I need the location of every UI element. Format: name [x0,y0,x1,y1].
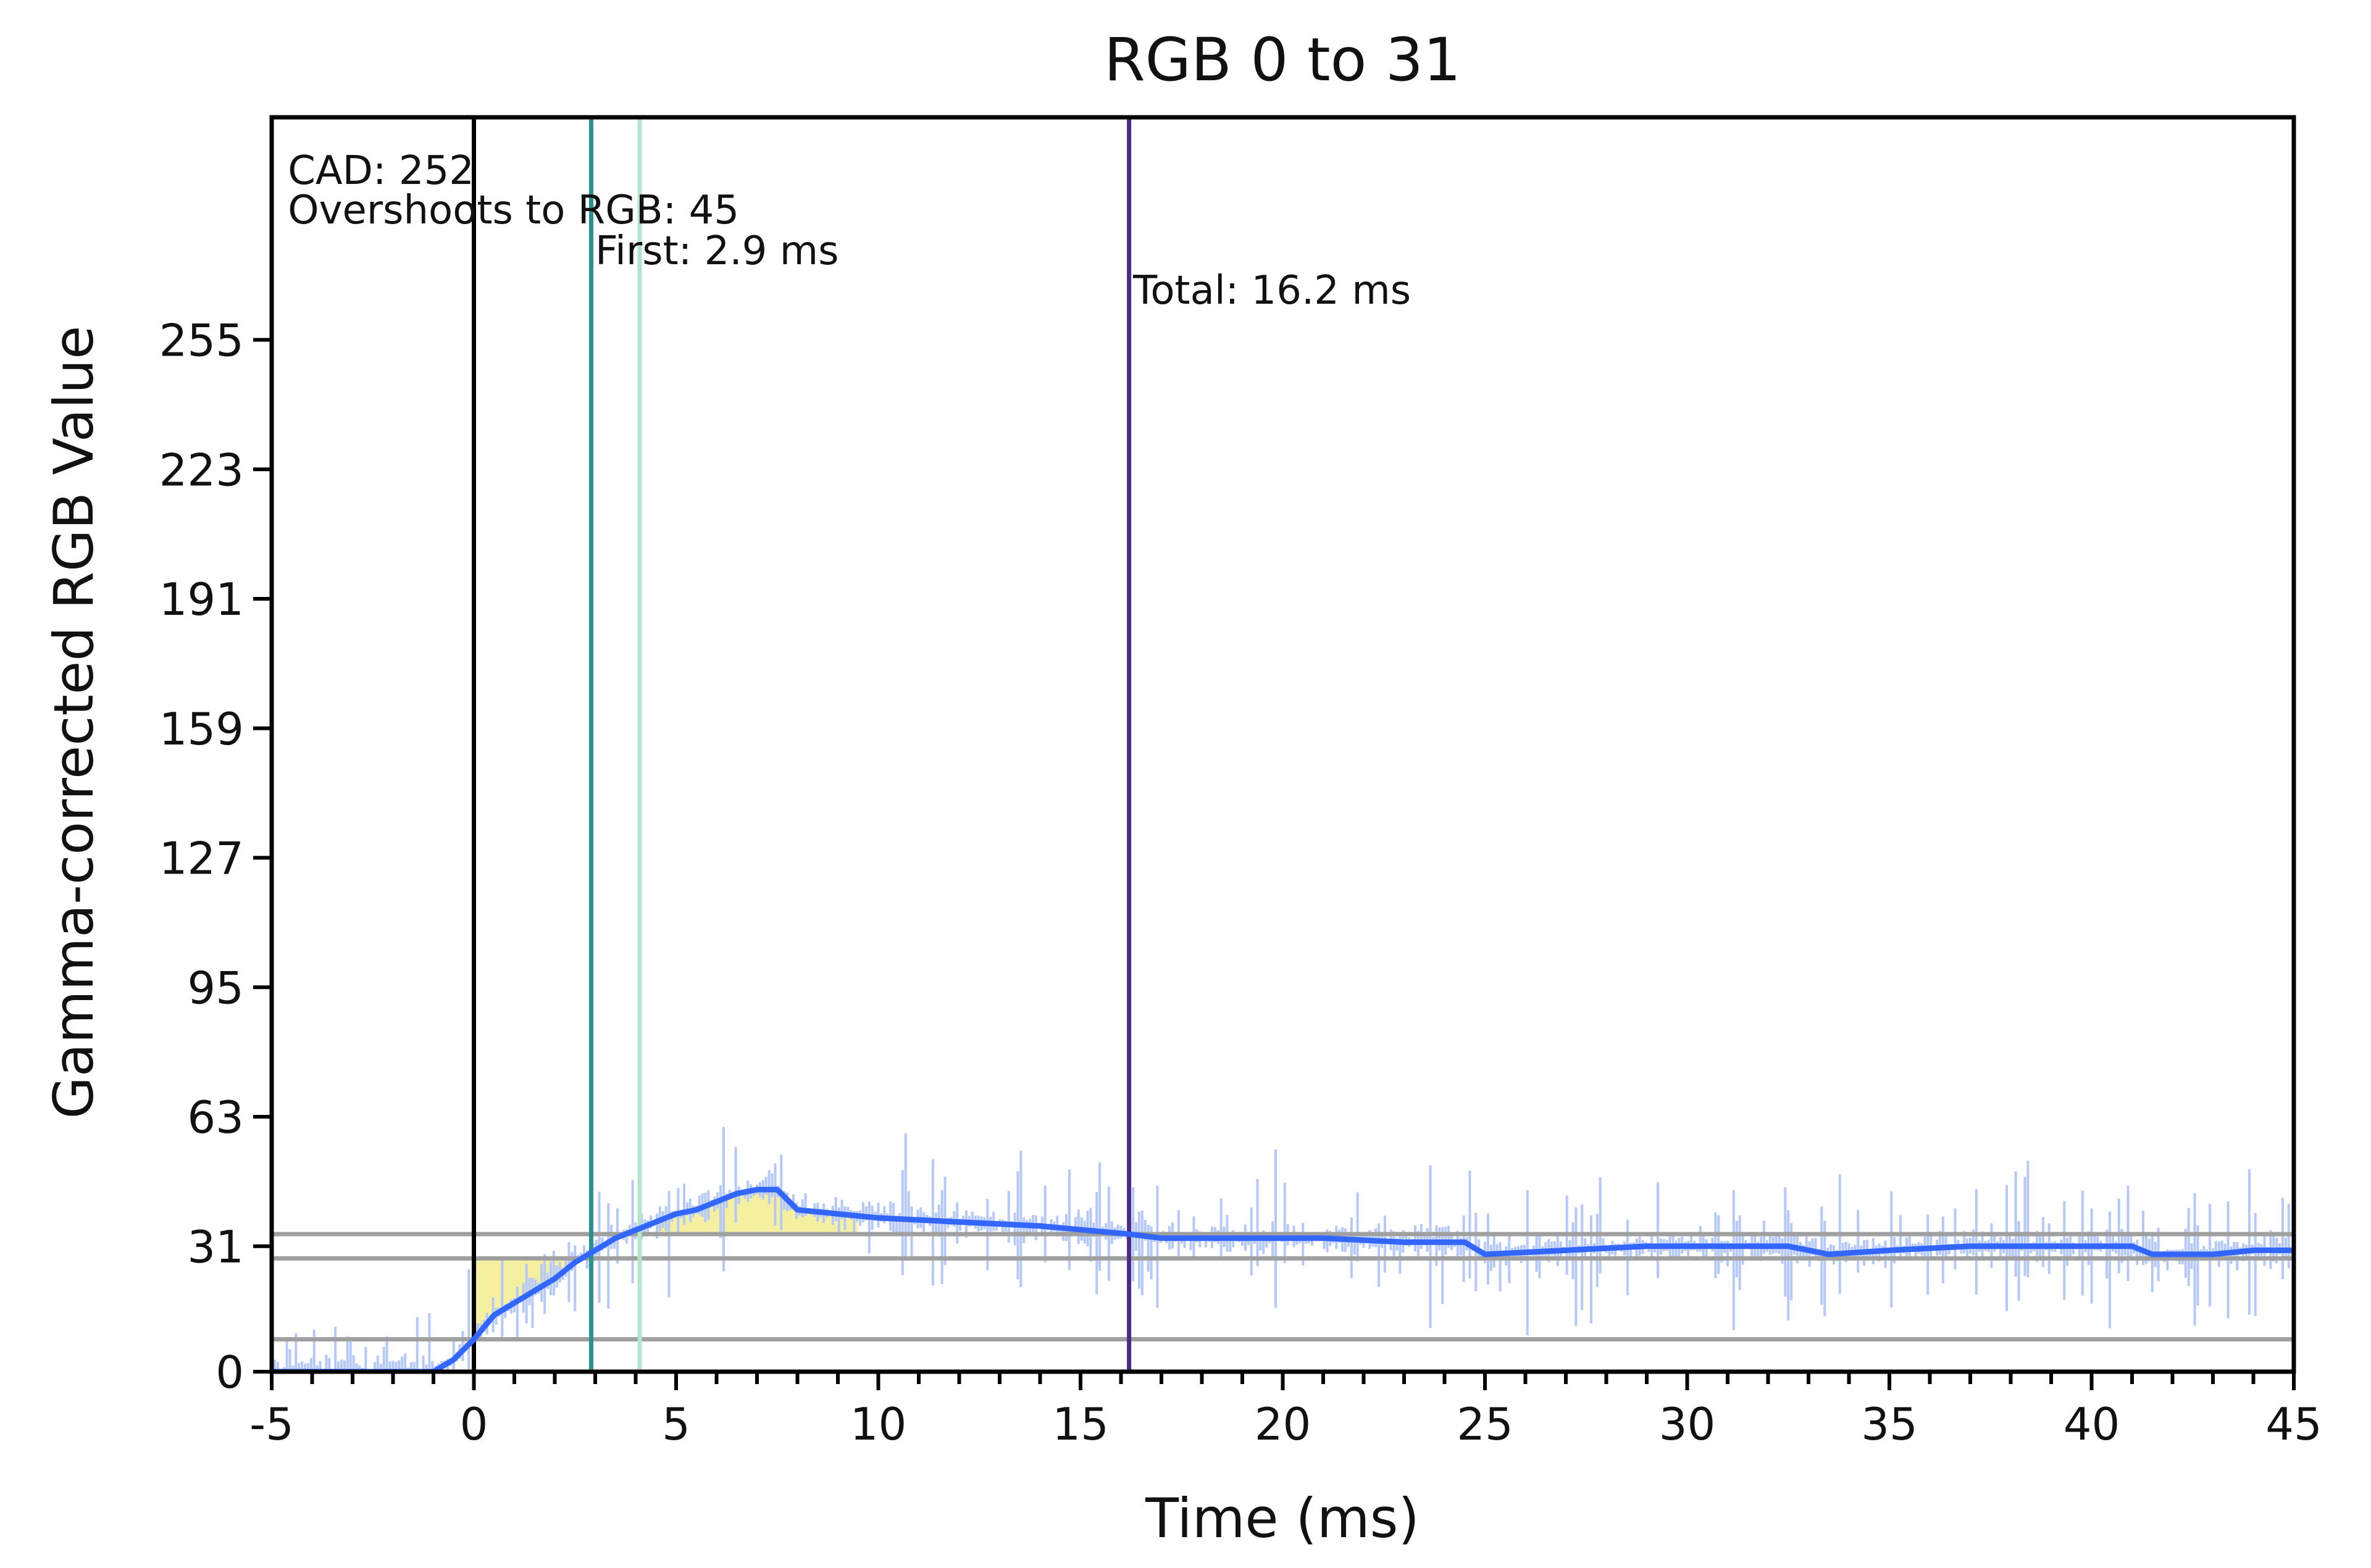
x-tick-label: 10 [850,1398,907,1450]
x-tick-label: 30 [1659,1398,1716,1450]
series-line [272,1186,2294,1372]
y-axis-title: Gamma-corrected RGB Value [42,326,106,1119]
x-tick-label: 0 [460,1398,488,1450]
x-tick-label: 20 [1255,1398,1311,1450]
x-tick-label: 5 [662,1398,690,1450]
fill-region-overshoot [656,1190,858,1235]
annotation-text: First: 2.9 ms [595,228,838,274]
x-tick-label: 35 [1861,1398,1918,1450]
y-tick-label: 255 [159,315,244,367]
y-tick-label: 159 [159,703,244,755]
x-axis-title: Time (ms) [1145,1487,1420,1550]
annotation-text: Overshoots to RGB: 45 [288,188,739,233]
x-tick-label: -5 [249,1398,294,1450]
y-tick-label: 0 [215,1346,244,1398]
x-tick-label: 45 [2265,1398,2322,1450]
annotation-text: CAD: 252 [288,148,474,194]
y-tick-label: 63 [187,1091,244,1143]
y-tick-label: 223 [159,444,244,496]
y-tick-label: 127 [159,833,244,885]
x-tick-label: 25 [1457,1398,1513,1450]
y-tick-label: 191 [159,573,244,625]
y-tick-label: 95 [187,962,244,1014]
y-tick-label: 31 [187,1221,244,1273]
annotation-text: Total: 16.2 ms [1132,268,1411,314]
x-tick-label: 15 [1052,1398,1109,1450]
chart-title: RGB 0 to 31 [1104,25,1461,94]
raw-signal-group [272,1127,2293,1372]
x-tick-label: 40 [2064,1398,2120,1450]
